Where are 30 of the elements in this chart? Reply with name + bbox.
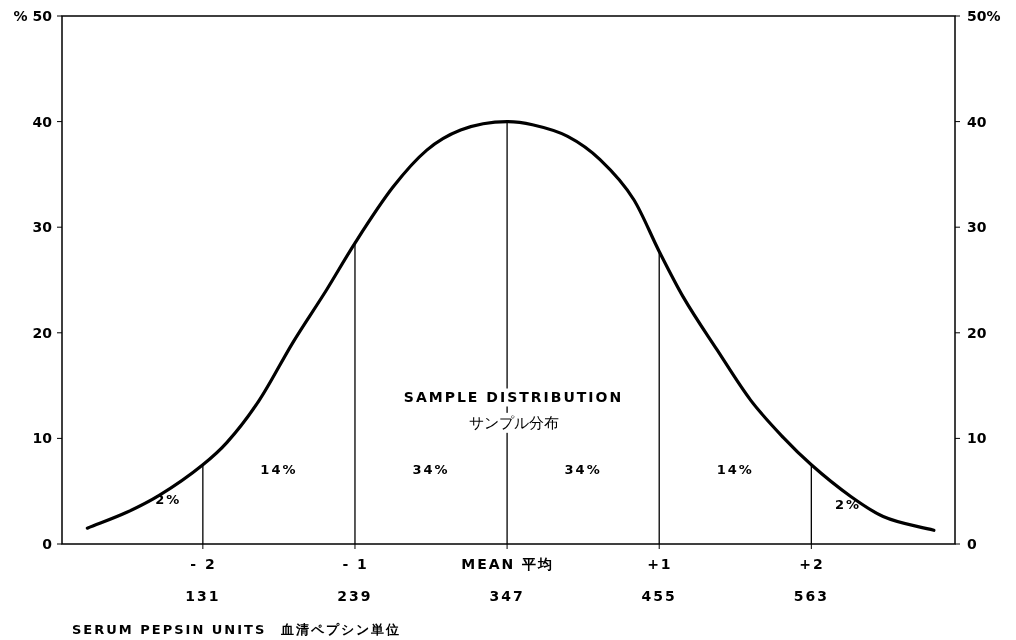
y-tick-label: 30 [32, 219, 53, 236]
y-tick-label: 20 [32, 324, 53, 341]
x-tick-label: 563 [793, 588, 829, 604]
annotation: 2% [835, 497, 862, 513]
y2-tick-label: 50% [967, 8, 1001, 24]
y-tick-label: 40 [32, 113, 53, 130]
y-tick-label: 0 [42, 536, 53, 552]
x-axis-title: SERUM PEPSIN UNITS 血清ペプシン単位 [72, 622, 402, 637]
y2-tick-label: 20 [967, 324, 987, 341]
x-tick-label: 131 [185, 588, 221, 604]
x2-tick-label: +2 [799, 556, 825, 572]
annotation: 34% [564, 462, 602, 477]
x-tick-label: 347 [489, 588, 525, 604]
y2-tick-label: 10 [967, 430, 987, 447]
y2-tick-label: 0 [967, 536, 977, 552]
annotation: 14% [716, 462, 754, 477]
x2-tick-label: MEAN 平均 [461, 556, 555, 572]
y-tick-label: % 50 [13, 8, 53, 24]
x-tick-label: 455 [641, 588, 677, 604]
text: SAMPLE DISTRIBUTION [403, 389, 624, 406]
annotation: 14% [260, 462, 298, 477]
text: サンプル分布 [468, 413, 559, 432]
x-tick-label: 239 [337, 588, 373, 604]
x2-tick-label: +1 [647, 556, 673, 572]
annotation: 34% [412, 462, 450, 477]
x2-tick-label: - 2 [190, 556, 217, 572]
x2-tick-label: - 1 [342, 556, 369, 572]
y2-tick-label: 40 [967, 113, 987, 130]
y-tick-label: 10 [32, 430, 53, 447]
y2-tick-label: 30 [967, 219, 987, 236]
